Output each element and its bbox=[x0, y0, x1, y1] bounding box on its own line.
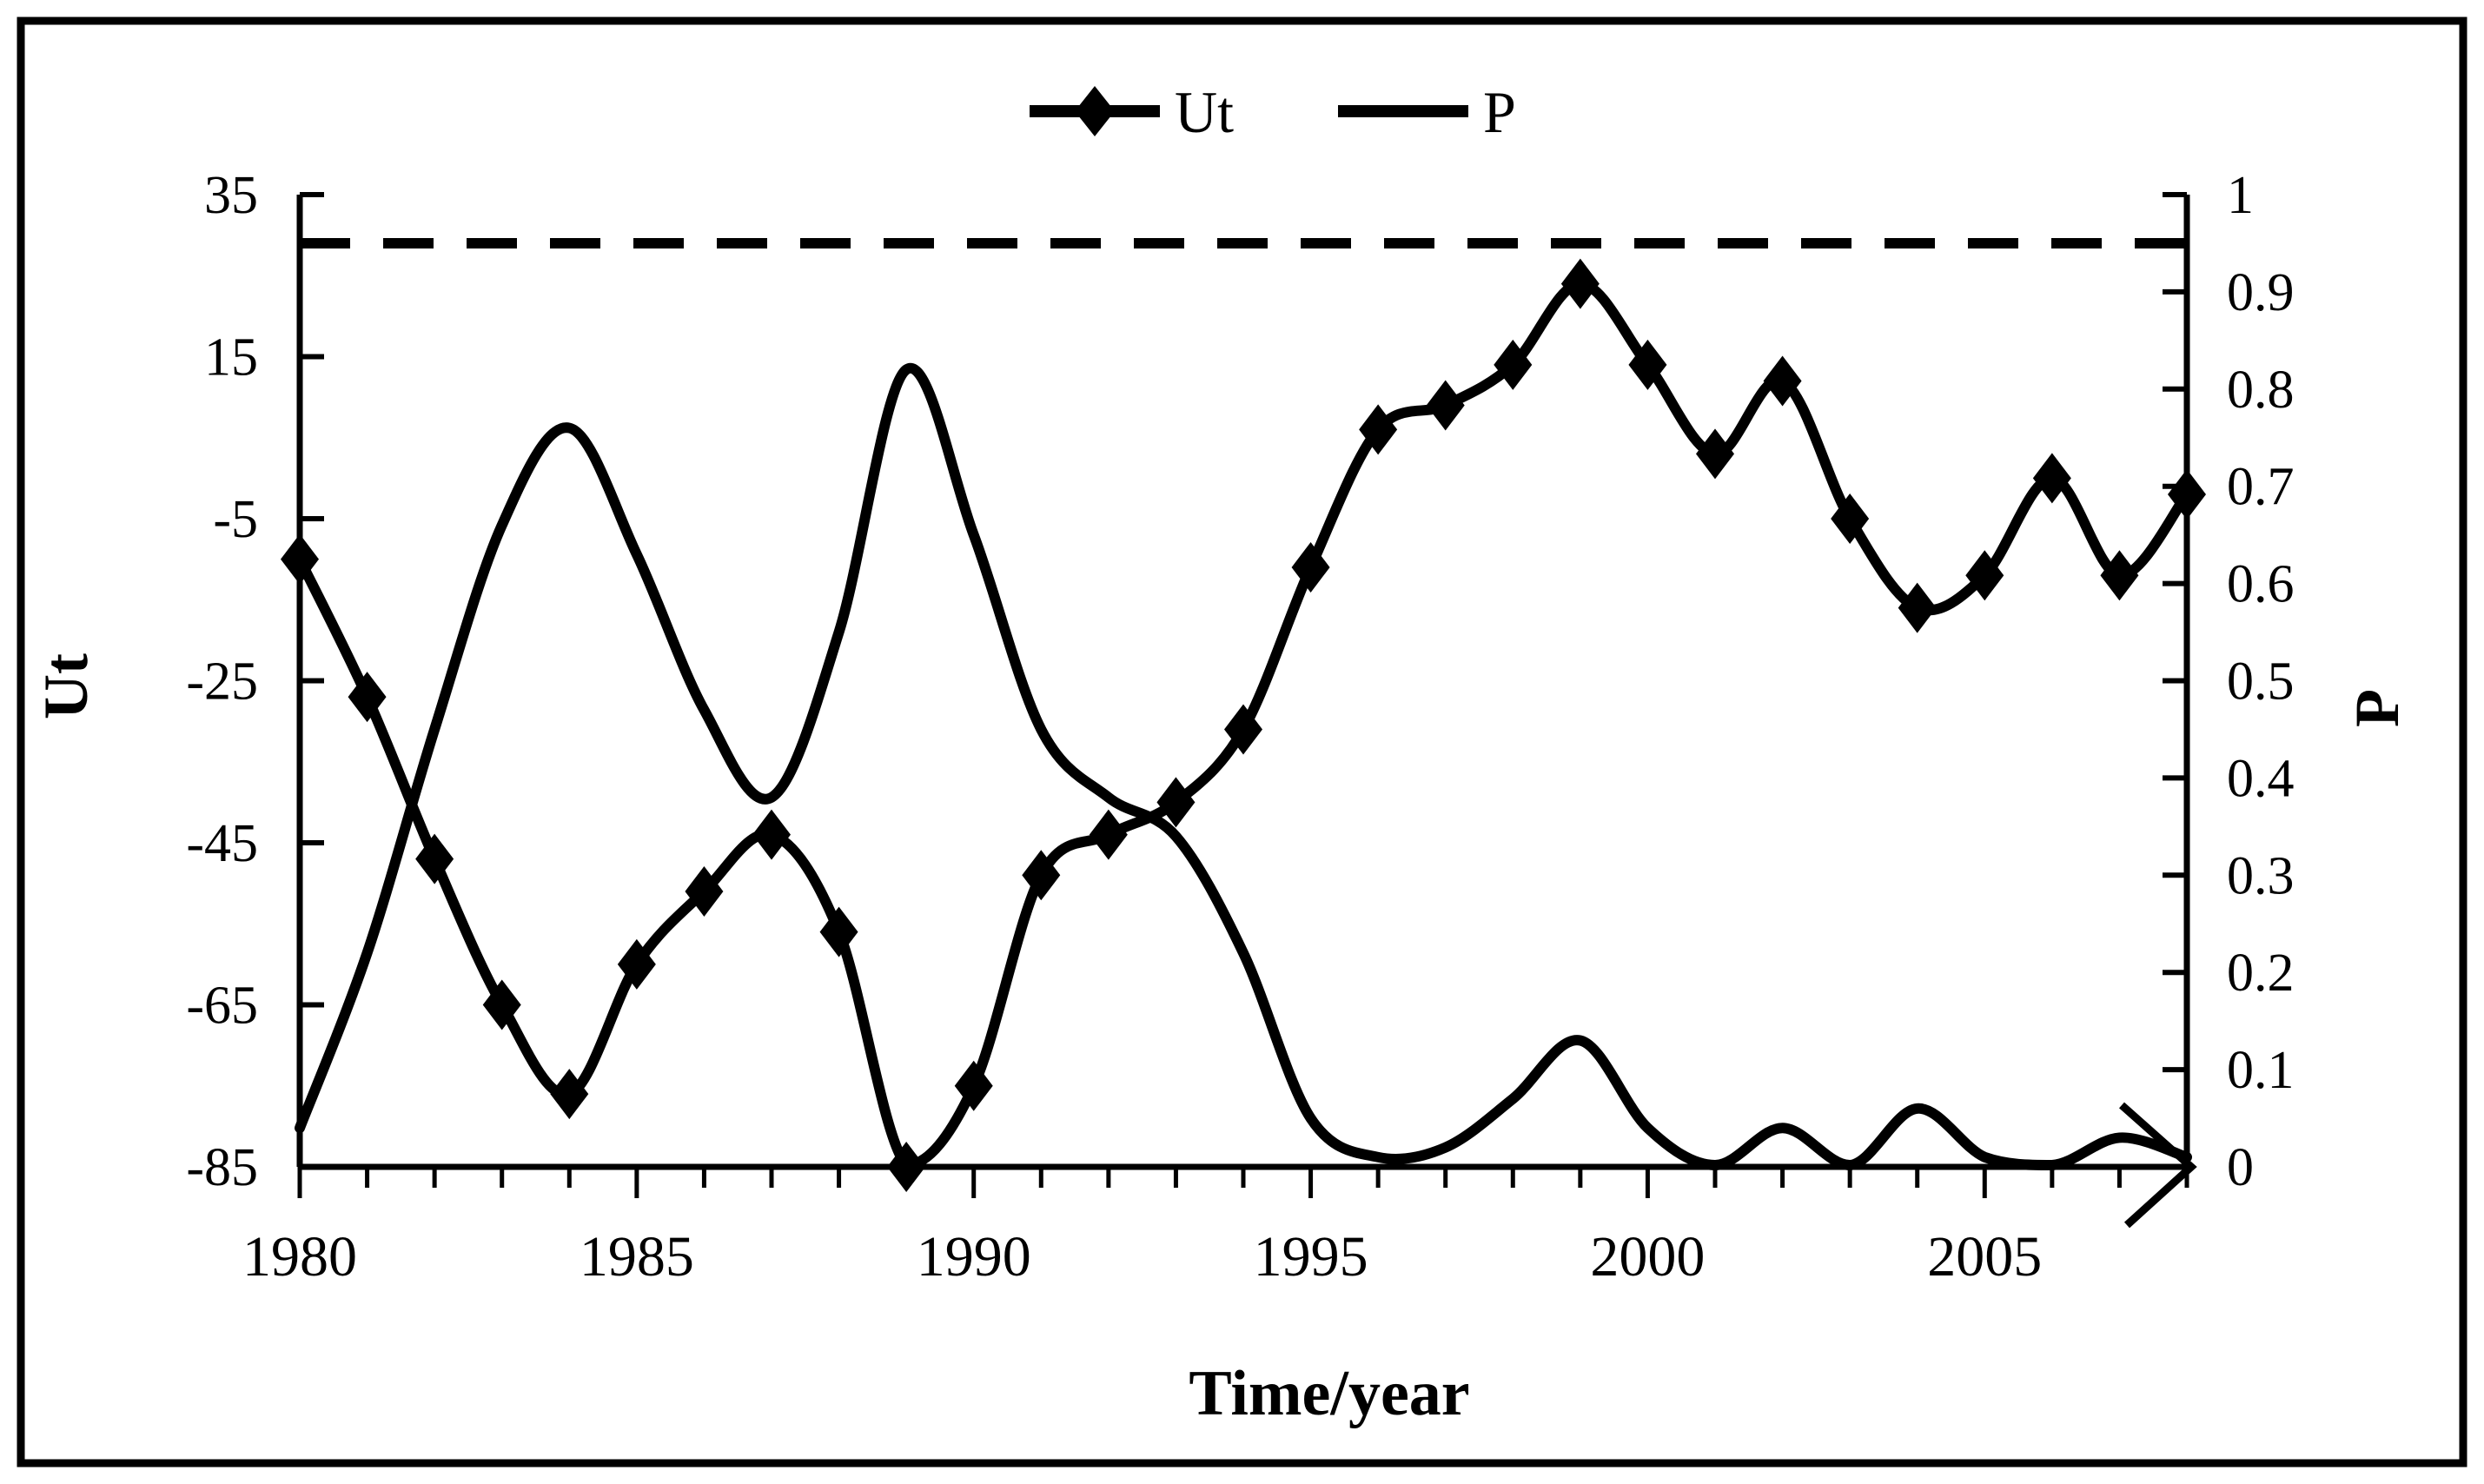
x-axis-arrow-icon bbox=[2119, 1102, 2197, 1229]
right-axis-tick-label: 0.9 bbox=[2227, 263, 2295, 322]
diamond-marker-icon bbox=[887, 1142, 926, 1192]
right-axis-tick-label: 0.7 bbox=[2227, 458, 2295, 517]
right-axis-tick-label: 0.6 bbox=[2227, 555, 2295, 614]
right-axis-tick-label: 0.8 bbox=[2227, 361, 2295, 420]
diamond-marker-icon bbox=[1494, 339, 1533, 390]
left-axis-tick-label: -25 bbox=[186, 653, 258, 712]
diamond-marker-icon bbox=[617, 938, 656, 990]
diamond-marker-icon bbox=[1291, 541, 1330, 593]
diamond-marker-icon bbox=[819, 906, 858, 957]
diamond-marker-icon bbox=[348, 672, 387, 723]
diamond-marker-icon bbox=[1022, 850, 1061, 901]
axes: 35 15 -5 -25 -45 -65 -85 1 0.9 0.8 0.7 0.6 0.5 0.4 0.3… bbox=[186, 166, 2294, 1289]
legend-label-ut: Ut bbox=[1175, 79, 1234, 145]
series-p-line bbox=[295, 362, 2192, 1171]
left-axis-tick-label: -5 bbox=[213, 490, 258, 549]
left-axis-tick-label: -65 bbox=[186, 977, 258, 1036]
left-axis-tick-label: 35 bbox=[204, 166, 258, 225]
diamond-marker-icon bbox=[2100, 550, 2139, 601]
x-axis-tick-label: 1995 bbox=[1254, 1225, 1368, 1289]
diamond-marker-icon bbox=[1628, 339, 1667, 390]
diamond-marker-icon bbox=[2168, 469, 2206, 520]
diamond-marker-icon bbox=[281, 533, 319, 585]
x-axis-title: Time/year bbox=[1189, 1358, 1469, 1429]
right-axis-tick-label: 1 bbox=[2227, 166, 2254, 225]
diamond-marker-icon bbox=[1426, 380, 1465, 431]
diamond-marker-icon bbox=[1560, 258, 1600, 309]
series-ut-markers bbox=[281, 258, 2206, 1192]
diamond-marker-icon bbox=[1359, 404, 1398, 455]
x-axis-tick-label: 1990 bbox=[917, 1225, 1031, 1289]
diamond-marker-icon bbox=[2032, 453, 2071, 504]
diamond-marker-icon bbox=[752, 809, 791, 860]
left-axis-tick-label: -85 bbox=[186, 1138, 258, 1197]
right-axis-title: P bbox=[2342, 689, 2412, 727]
right-axis-tick-label: 0.4 bbox=[2227, 749, 2295, 808]
left-axis-title: Ut bbox=[31, 653, 101, 719]
diamond-marker-icon bbox=[1156, 777, 1196, 828]
x-axis-tick-label: 1985 bbox=[580, 1225, 694, 1289]
right-axis-tick-label: 0.5 bbox=[2227, 653, 2295, 712]
left-axis-tick-label: 15 bbox=[204, 328, 258, 388]
left-axis-tick-label: -45 bbox=[186, 814, 258, 873]
figure-border bbox=[17, 17, 2467, 1467]
diamond-marker-icon bbox=[482, 979, 521, 1030]
diamond-marker-icon bbox=[550, 1069, 589, 1120]
diamond-marker-icon bbox=[1224, 704, 1262, 755]
x-axis-tick-label: 1980 bbox=[242, 1225, 357, 1289]
diamond-marker-icon bbox=[1696, 428, 1734, 480]
right-axis-tick-label: 0.3 bbox=[2227, 846, 2295, 905]
legend-label-p: P bbox=[1483, 79, 1516, 145]
right-axis-tick-label: 0.2 bbox=[2227, 944, 2295, 1003]
diamond-marker-icon bbox=[1965, 550, 2004, 601]
right-axis-tick-label: 0 bbox=[2227, 1138, 2254, 1197]
legend-ut-diamond-icon bbox=[1075, 86, 1115, 136]
diamond-marker-icon bbox=[415, 833, 454, 884]
legend: Ut P bbox=[1030, 79, 1516, 145]
diamond-marker-icon bbox=[954, 1060, 993, 1111]
right-axis-tick-label: 0.1 bbox=[2227, 1041, 2295, 1100]
diamond-marker-icon bbox=[1763, 355, 1802, 407]
x-axis-tick-label: 2005 bbox=[1927, 1225, 2042, 1289]
x-axis-tick-label: 2000 bbox=[1590, 1225, 1705, 1289]
diamond-marker-icon bbox=[1089, 809, 1128, 860]
diamond-marker-icon bbox=[1831, 494, 1870, 544]
diamond-marker-icon bbox=[685, 865, 724, 917]
diamond-marker-icon bbox=[1898, 582, 1937, 633]
